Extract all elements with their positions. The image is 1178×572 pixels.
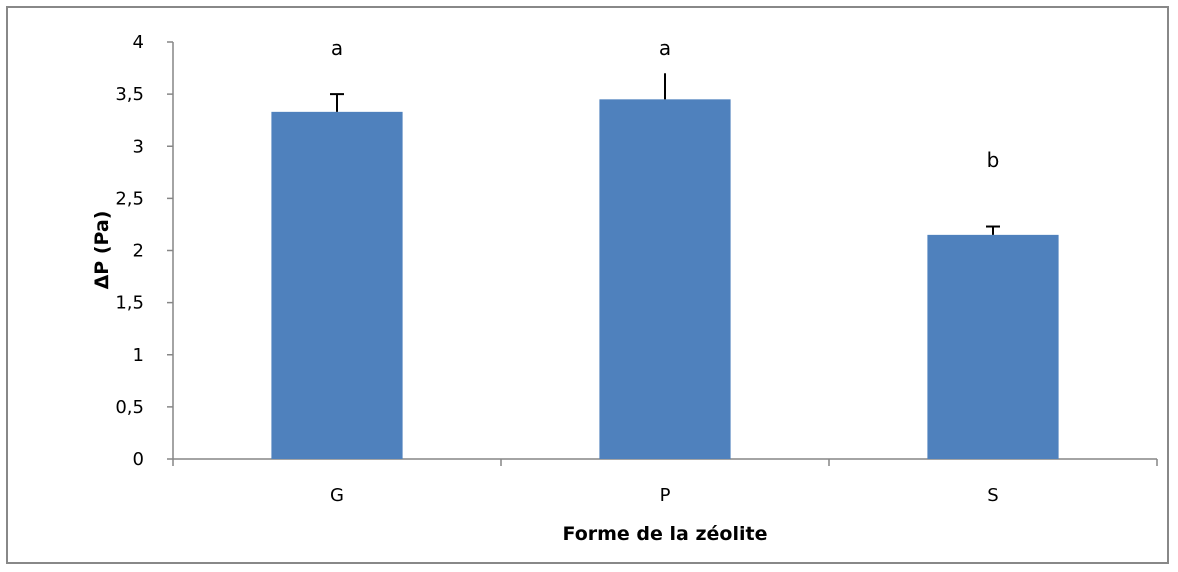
bar-S: [927, 234, 1059, 459]
y-tick-label: 1: [133, 345, 144, 366]
error-bars-group: [330, 73, 1000, 235]
significance-letters-group: a a b: [331, 36, 999, 172]
y-axis-title: ΔP (Pa): [91, 211, 113, 290]
significance-letter: a: [659, 36, 671, 60]
y-tick-label: 0,5: [115, 397, 144, 418]
y-tick-label: 3,5: [115, 84, 144, 105]
y-tick-label: 4: [133, 32, 144, 53]
bar-G: [271, 111, 403, 459]
x-tick-label: G: [330, 485, 344, 506]
bars-group: [271, 99, 1059, 460]
x-tick-label: P: [660, 485, 671, 506]
y-tick-label: 3: [133, 136, 144, 157]
y-tick-label: 2: [133, 241, 144, 262]
y-tick-label: 0: [133, 449, 144, 470]
y-tick-label: 2,5: [115, 188, 144, 209]
x-axis-title: Forme de la zéolite: [563, 523, 768, 545]
bar-P: [599, 99, 731, 460]
x-tick-label: S: [987, 485, 998, 506]
y-axis: 0 0,5 1 1,5 2 2,5 3 3,5 4: [115, 32, 174, 470]
y-tick-label: 1,5: [115, 293, 144, 314]
significance-letter: a: [331, 36, 343, 60]
significance-letter: b: [987, 148, 1000, 172]
